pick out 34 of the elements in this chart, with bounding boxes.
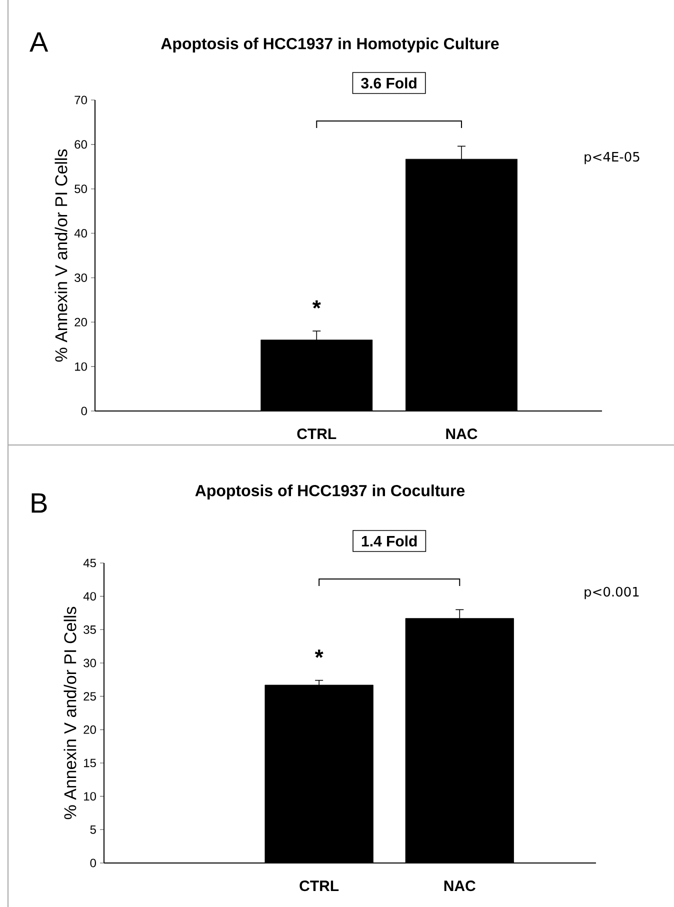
y-tick-label: 60 bbox=[74, 140, 87, 149]
y-tick-label: 70 bbox=[74, 96, 87, 104]
y-tick-label: 20 bbox=[74, 318, 87, 326]
y-tick-label: 45 bbox=[83, 558, 96, 568]
x-tick-label: CTRL bbox=[297, 428, 336, 440]
text: 3.6 Fold bbox=[361, 77, 416, 89]
y-tick-label: 0 bbox=[90, 858, 96, 868]
y-tick-label: 30 bbox=[84, 658, 96, 668]
y-tick-label: 0 bbox=[81, 406, 87, 416]
y-tick-label: 50 bbox=[74, 184, 87, 194]
y-tick-label: 10 bbox=[84, 792, 96, 801]
chart-title: Apoptosis of HCC1937 in Homotypic Culture bbox=[161, 38, 499, 52]
y-tick-label: 10 bbox=[75, 362, 87, 371]
y-axis-title: % Annexin V and/or PI Cells bbox=[54, 149, 68, 362]
y-tick-label: 15 bbox=[84, 758, 96, 768]
y-axis-title: % Annexin V and/or PI Cells bbox=[64, 606, 76, 820]
y-tick-label: 25 bbox=[84, 692, 96, 701]
y-tick-label: 30 bbox=[74, 273, 87, 282]
x-tick-label: NAC bbox=[446, 428, 478, 440]
y-tick-label: 40 bbox=[83, 592, 96, 601]
x-tick-label: NAC bbox=[444, 880, 476, 892]
annotation: * bbox=[314, 650, 324, 658]
text: 1.4 Fold bbox=[362, 535, 417, 546]
y-tick-label: 40 bbox=[74, 229, 87, 238]
y-tick-label: 20 bbox=[84, 725, 96, 734]
y-tick-label: 35 bbox=[84, 625, 96, 634]
annotation: p<4E-05 bbox=[584, 152, 640, 164]
text: A bbox=[30, 32, 48, 52]
chart-title: Apoptosis of HCC1937 in Coculture bbox=[195, 484, 465, 500]
x-tick-label: CTRL bbox=[300, 880, 339, 892]
annotation: * bbox=[312, 300, 321, 309]
text: B bbox=[32, 493, 47, 513]
y-tick-label: 5 bbox=[90, 825, 96, 834]
annotation: p<0.001 bbox=[584, 586, 639, 600]
